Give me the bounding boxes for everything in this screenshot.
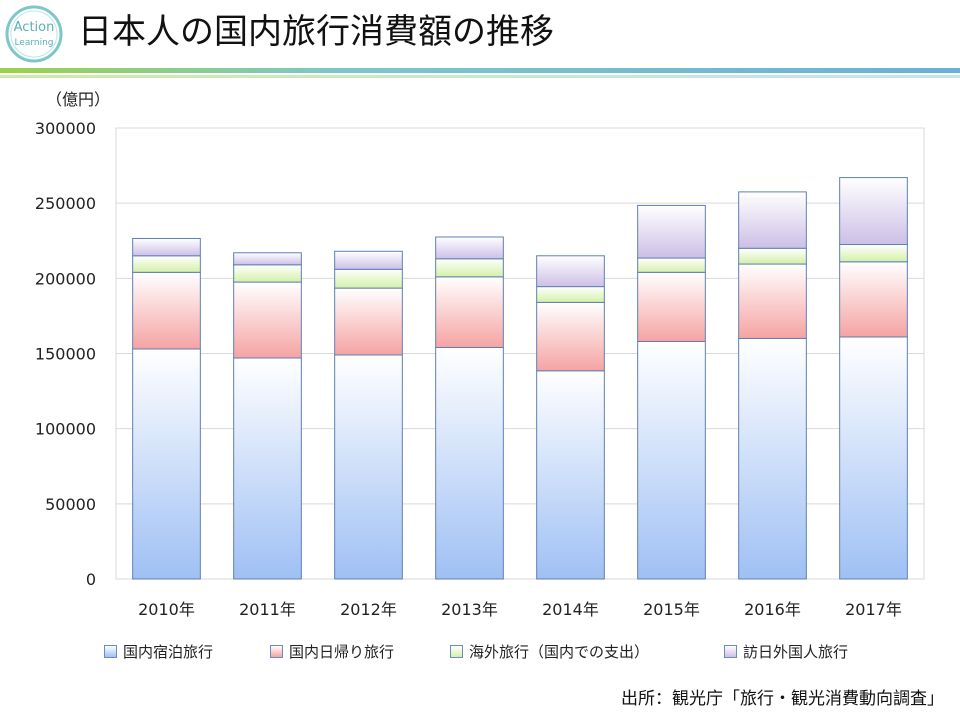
bar-overseas bbox=[738, 247, 807, 265]
x-tick-label: 2016年 bbox=[744, 600, 801, 619]
bar-overseas bbox=[536, 286, 605, 303]
bar-domestic-day bbox=[132, 271, 201, 350]
x-tick-label: 2010年 bbox=[138, 600, 195, 619]
page-title: 日本人の国内旅行消費額の推移 bbox=[78, 12, 554, 52]
bar-domestic-day bbox=[536, 301, 605, 372]
bar-domestic-day bbox=[435, 276, 504, 348]
bar-overseas bbox=[132, 255, 201, 273]
bar-inbound bbox=[233, 252, 302, 266]
bar-domestic-stay bbox=[435, 346, 504, 580]
bar-overseas bbox=[233, 264, 302, 283]
legend-label: 国内日帰り旅行 bbox=[289, 643, 395, 661]
bar-domestic-stay bbox=[132, 348, 201, 580]
stacked-bar-chart: 0 50000 100000 150000 200000 250000 300000 201… bbox=[35, 119, 925, 619]
legend-swatch bbox=[104, 645, 117, 658]
bar-domestic-stay bbox=[839, 336, 908, 580]
bar-overseas bbox=[334, 268, 403, 289]
legend-label: 訪日外国人旅行 bbox=[743, 643, 849, 661]
bar-overseas bbox=[637, 257, 706, 273]
y-tick-label: 150000 bbox=[35, 345, 96, 364]
title-underline-light bbox=[0, 75, 960, 78]
bar-inbound bbox=[536, 255, 605, 288]
svg-text:Learning: Learning bbox=[14, 38, 53, 48]
legend-item-domestic-stay: 国内宿泊旅行 bbox=[104, 641, 213, 662]
legend-label: 海外旅行（国内での支出） bbox=[469, 643, 650, 661]
x-tick-label: 2012年 bbox=[340, 600, 397, 619]
bar-inbound bbox=[334, 250, 403, 270]
bar-inbound bbox=[637, 204, 706, 259]
legend-swatch bbox=[724, 645, 737, 658]
x-tick-label: 2013年 bbox=[441, 600, 498, 619]
y-tick-label: 50000 bbox=[45, 495, 96, 514]
header: Action Learning 日本人の国内旅行消費額の推移 bbox=[0, 0, 960, 82]
x-tick-label: 2017年 bbox=[845, 600, 902, 619]
y-tick-label: 100000 bbox=[35, 420, 96, 439]
bar-inbound bbox=[738, 191, 807, 249]
bar-domestic-stay bbox=[334, 354, 403, 580]
legend-swatch bbox=[270, 645, 283, 658]
legend-item-overseas: 海外旅行（国内での支出） bbox=[450, 641, 649, 662]
x-tick-label: 2014年 bbox=[542, 600, 599, 619]
bar-domestic-stay bbox=[738, 337, 807, 580]
legend-label: 国内宿泊旅行 bbox=[123, 643, 214, 661]
bar-inbound bbox=[132, 237, 201, 257]
x-tick-label: 2015年 bbox=[643, 600, 700, 619]
bar-inbound bbox=[839, 177, 908, 246]
legend-item-inbound: 訪日外国人旅行 bbox=[724, 641, 848, 662]
y-tick-label: 0 bbox=[86, 570, 96, 589]
bar-domestic-day bbox=[233, 281, 302, 359]
y-tick-label: 200000 bbox=[35, 269, 96, 288]
x-tick-label: 2011年 bbox=[239, 600, 296, 619]
y-tick-label: 300000 bbox=[35, 119, 96, 138]
svg-text:Action: Action bbox=[14, 20, 55, 35]
chart-legend: 国内宿泊旅行 国内日帰り旅行 海外旅行（国内での支出） 訪日外国人旅行 bbox=[0, 641, 960, 663]
legend-swatch bbox=[450, 645, 463, 658]
bar-inbound bbox=[435, 236, 504, 260]
action-learning-logo: Action Learning bbox=[5, 5, 63, 63]
bar-domestic-day bbox=[738, 263, 807, 339]
title-underline bbox=[0, 68, 960, 73]
bar-domestic-stay bbox=[637, 340, 706, 580]
bar-domestic-stay bbox=[536, 370, 605, 580]
bar-domestic-stay bbox=[233, 357, 302, 580]
bar-domestic-day bbox=[839, 261, 908, 338]
bar-domestic-day bbox=[637, 271, 706, 342]
legend-item-domestic-day: 国内日帰り旅行 bbox=[270, 641, 394, 662]
bar-overseas bbox=[839, 244, 908, 263]
bar-overseas bbox=[435, 258, 504, 278]
bar-domestic-day bbox=[334, 287, 403, 356]
y-axis-unit-label: （億円） bbox=[46, 90, 111, 109]
y-tick-label: 250000 bbox=[35, 194, 96, 213]
source-note: 出所：観光庁「旅行・観光消費動向調査」 bbox=[621, 689, 944, 709]
